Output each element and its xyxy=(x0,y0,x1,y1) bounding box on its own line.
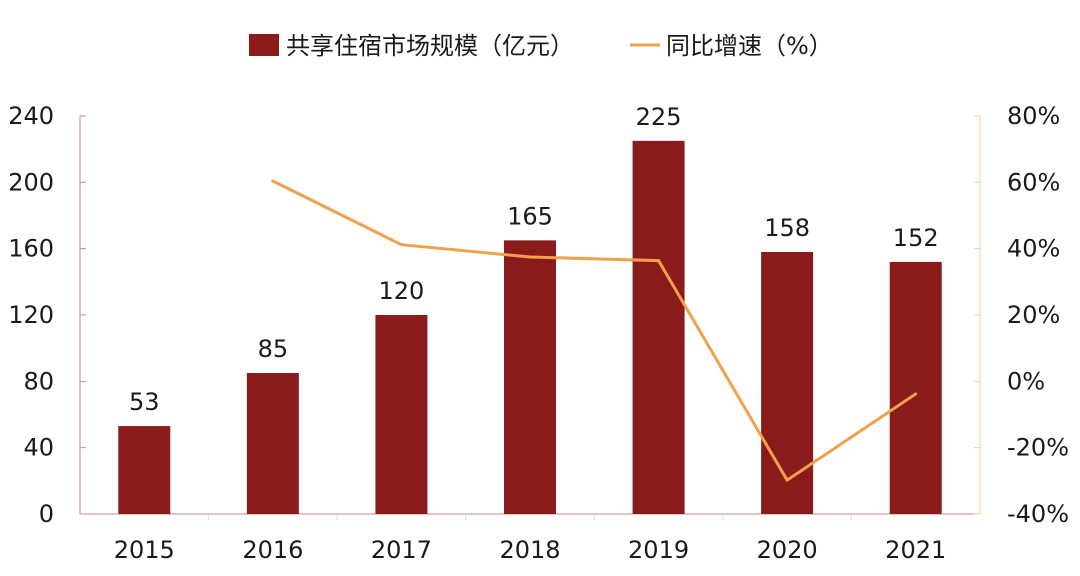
right-tick-label: 40% xyxy=(1007,235,1060,263)
left-tick-label: 120 xyxy=(8,301,54,329)
bar xyxy=(504,240,556,514)
growth-point xyxy=(657,259,661,263)
bar-data-label: 53 xyxy=(129,388,160,416)
growth-point xyxy=(271,179,275,183)
x-tick-label: 2018 xyxy=(499,536,560,564)
right-tick-label: 0% xyxy=(1007,367,1045,395)
axes: 0 40 80 120 160 200 240 -40% -20% 0% 20% 40% 60% 80% 2… xyxy=(8,102,1069,564)
growth-point xyxy=(399,243,403,247)
left-tick-label: 240 xyxy=(8,102,54,130)
right-tick-label: -20% xyxy=(1007,434,1069,462)
bar xyxy=(761,251,814,514)
x-tick-label: 2017 xyxy=(371,536,432,564)
growth-point xyxy=(785,478,789,482)
bar xyxy=(632,140,685,514)
bar-series xyxy=(118,140,942,514)
left-tick-label: 40 xyxy=(23,434,54,462)
x-tick-label: 2020 xyxy=(757,536,818,564)
x-tick-label: 2015 xyxy=(114,536,175,564)
bar xyxy=(118,426,171,514)
bar-data-label: 152 xyxy=(893,224,939,252)
right-tick-label: 80% xyxy=(1007,102,1060,130)
bar-data-label: 120 xyxy=(379,277,425,305)
bar-data-label: 165 xyxy=(507,202,553,230)
data-labels: 53 85 120 165 225 158 152 xyxy=(129,103,939,416)
growth-line xyxy=(272,179,917,482)
left-tick-label: 160 xyxy=(8,235,54,263)
x-tick-label: 2019 xyxy=(628,536,689,564)
growth-point xyxy=(528,255,532,259)
right-tick-label: 20% xyxy=(1007,301,1060,329)
left-tick-label: 80 xyxy=(23,367,54,395)
x-tick-label: 2016 xyxy=(242,536,303,564)
legend: 共享住宿市场规模（亿元） 同比增速（%） xyxy=(249,32,833,60)
bar xyxy=(246,373,299,514)
bar-data-label: 225 xyxy=(636,103,682,131)
left-tick-label: 0 xyxy=(39,500,54,528)
bar xyxy=(889,261,942,514)
left-tick-label: 200 xyxy=(8,168,54,196)
x-tick-label: 2021 xyxy=(885,536,946,564)
bar-data-label: 158 xyxy=(764,214,810,242)
legend-bar-label: 共享住宿市场规模（亿元） xyxy=(286,32,574,60)
legend-line-label: 同比增速（%） xyxy=(666,32,833,60)
bar xyxy=(375,315,428,514)
legend-bar-swatch xyxy=(249,34,279,56)
right-tick-label: 60% xyxy=(1007,168,1060,196)
bar-data-label: 85 xyxy=(258,335,289,363)
growth-point xyxy=(914,392,918,396)
line-series xyxy=(271,179,918,482)
right-tick-label: -40% xyxy=(1007,500,1069,528)
